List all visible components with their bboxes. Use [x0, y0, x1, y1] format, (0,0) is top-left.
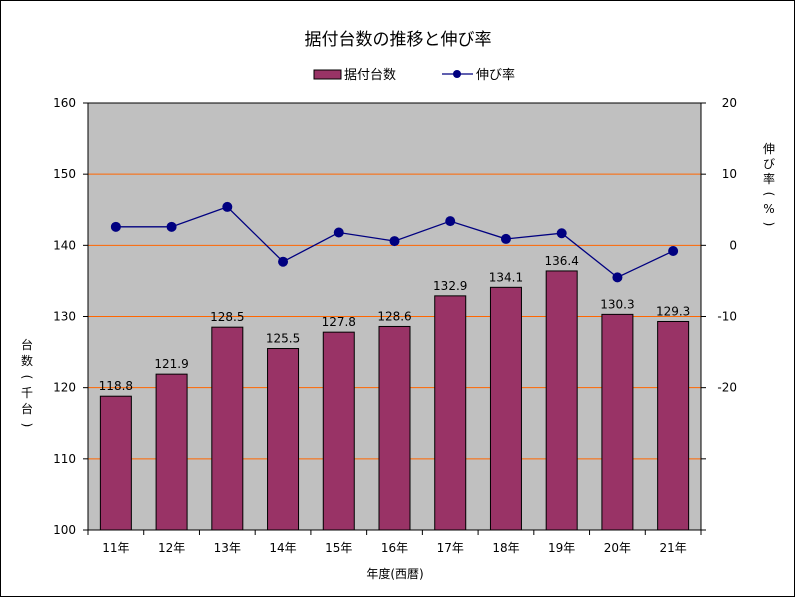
bar-data-label: 128.6: [377, 309, 411, 323]
bar: [601, 313, 634, 531]
legend-line-label: 伸び率: [476, 67, 515, 83]
y-axis-label-char: 数: [21, 353, 33, 368]
chart-title: 据付台数の推移と伸び率: [305, 30, 492, 50]
bar-data-label: 136.4: [545, 254, 579, 268]
bar: [657, 320, 690, 531]
y-tick-label: 130: [53, 310, 76, 324]
y-tick-label: 110: [53, 452, 76, 466]
growth-line-series: [110, 201, 679, 283]
growth-point: [222, 201, 233, 212]
growth-point: [333, 227, 344, 238]
bar-data-label: 127.8: [322, 315, 356, 329]
x-tick-label: 18年: [492, 541, 519, 555]
y2-axis-ticks: 20 10 0 -10 -20: [701, 96, 737, 531]
bar: [322, 331, 355, 531]
y2-tick-label: 0: [729, 238, 737, 252]
bar-data-label: 129.3: [656, 304, 690, 318]
legend-bar-label: 据付台数: [344, 68, 396, 83]
bar: [99, 395, 132, 531]
growth-point: [389, 236, 400, 247]
x-tick-label: 17年: [437, 541, 464, 555]
y-axis-label-char: (: [20, 375, 34, 380]
bar: [155, 373, 188, 531]
growth-point: [500, 233, 511, 244]
x-tick-label: 19年: [548, 541, 575, 555]
bar: [267, 348, 300, 531]
x-tick-label: 16年: [381, 541, 408, 555]
growth-point: [166, 221, 177, 232]
y-tick-label: 120: [53, 381, 76, 395]
bar-data-label: 121.9: [154, 357, 188, 371]
growth-point: [556, 228, 567, 239]
growth-point: [668, 246, 679, 257]
bar: [378, 325, 411, 531]
bar-data-label: 125.5: [266, 332, 300, 346]
x-axis-ticks: 11年 12年 13年 14年 15年 16年 17年 18年 19年 20年 21年: [87, 530, 702, 555]
y-axis-label-char: ): [20, 423, 34, 428]
y2-axis-label: 伸び率 (%): [762, 142, 776, 226]
bar-data-label: 128.5: [210, 310, 244, 324]
bar: [545, 270, 578, 531]
y2-tick-label: -20: [717, 381, 737, 395]
growth-point: [110, 221, 121, 232]
y-tick-label: 160: [53, 96, 76, 110]
y-axis-label-char: 台: [21, 337, 33, 352]
bar-data-label: 130.3: [600, 297, 634, 311]
bar: [434, 295, 467, 531]
y2-tick-label: 10: [722, 167, 737, 181]
growth-point: [612, 272, 623, 283]
bar-data-label: 118.8: [99, 379, 133, 393]
growth-point: [445, 216, 456, 227]
x-tick-label: 11年: [102, 541, 129, 555]
y2-axis-label-char: ): [762, 222, 776, 227]
bar: [211, 326, 244, 531]
y-axis-label-char: 千: [21, 386, 33, 400]
y2-axis-label-char: 伸: [763, 142, 775, 156]
bar-series: [99, 270, 690, 531]
y-tick-label: 100: [53, 523, 76, 537]
x-tick-label: 14年: [269, 541, 296, 555]
y-tick-label: 150: [53, 167, 76, 181]
x-axis-label: 年度(西暦): [366, 566, 423, 581]
legend: 据付台数 伸び率: [313, 67, 515, 83]
legend-bar-swatch: [313, 69, 342, 80]
bar-data-label: 134.1: [489, 270, 523, 284]
y2-axis-label-char: び: [763, 157, 775, 171]
y2-axis-label-char: 率: [763, 171, 775, 186]
y-axis-label: 台数(千台): [20, 337, 34, 427]
x-tick-label: 13年: [214, 541, 241, 555]
growth-point: [278, 256, 289, 267]
x-tick-label: 21年: [659, 541, 686, 555]
legend-line-marker: [453, 70, 461, 78]
y-axis-label-char: 台: [21, 401, 33, 416]
x-tick-label: 12年: [158, 541, 185, 555]
y-axis-ticks: 100 110 120 130 140 150 160: [53, 96, 88, 537]
bar-data-labels: 118.8 121.9 128.5 125.5 127.8 128.6 132.9 134.1…: [99, 254, 691, 393]
x-tick-label: 15年: [325, 541, 352, 555]
y-tick-label: 140: [53, 238, 76, 252]
y2-tick-label: -10: [717, 310, 737, 324]
x-tick-label: 20年: [604, 541, 631, 555]
bar: [489, 286, 522, 531]
y2-axis-label-char: (: [762, 192, 776, 197]
y2-tick-label: 20: [722, 96, 737, 110]
y2-axis-label-char: %: [763, 202, 774, 216]
bar-data-label: 132.9: [433, 279, 467, 293]
